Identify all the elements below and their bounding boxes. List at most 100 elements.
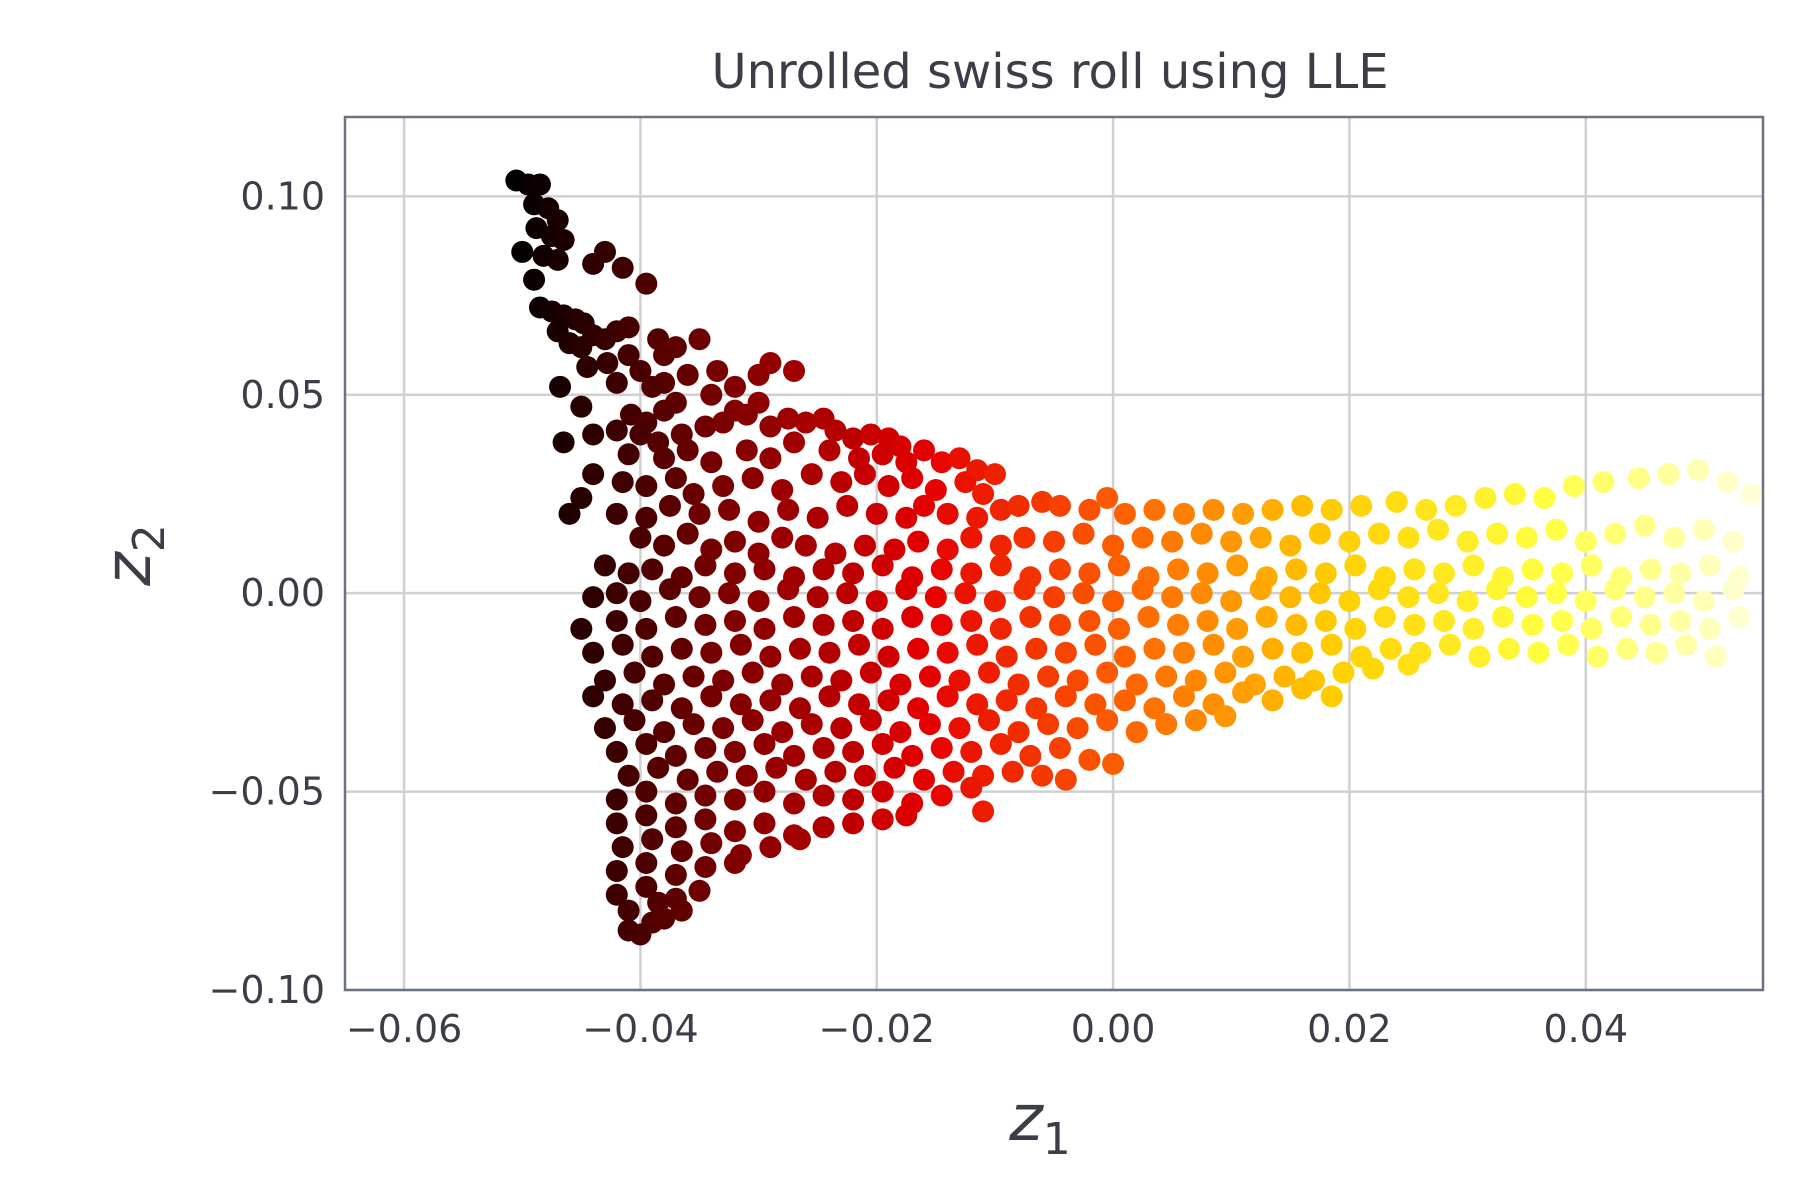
scatter-point [635,272,658,295]
scatter-point [907,530,930,553]
scatter-point [759,352,782,375]
scatter-point [1220,530,1243,553]
scatter-point [1084,633,1107,656]
scatter-point [1486,578,1509,601]
scatter-point [605,419,628,442]
scatter-point [913,439,936,462]
scatter-point [1131,526,1154,549]
scatter-point [1214,661,1237,684]
scatter-point [907,637,930,660]
scatter-point [670,637,693,660]
scatter-point [788,697,811,720]
scatter-point [830,669,853,692]
scatter-point [688,586,711,609]
scatter-point [1663,582,1686,605]
scatter-point [641,689,664,712]
scatter-point [1167,558,1190,581]
scatter-point [1397,653,1420,676]
scatter-point [1403,613,1426,636]
scatter-point [895,578,918,601]
scatter-point [1279,586,1302,609]
scatter-point [1113,689,1136,712]
scatter-point [1184,669,1207,692]
scatter-point [930,784,953,807]
scatter-point [1367,578,1390,601]
scatter-point [1202,633,1225,656]
scatter-point [1645,641,1668,664]
scatter-points [505,169,1763,946]
scatter-point [1521,613,1544,636]
scatter-point [753,812,776,835]
scatter-point [611,693,634,716]
scatter-point [1261,689,1284,712]
x-tick-label: −0.06 [346,1007,462,1051]
scatter-point [1102,752,1125,775]
scatter-point [1096,661,1119,684]
scatter-point [1078,498,1101,521]
scatter-point [783,359,806,382]
scatter-point [605,812,628,835]
scatter-point [818,685,841,708]
scatter-point [741,709,764,732]
scatter-point [582,586,605,609]
scatter-point [812,816,835,839]
scatter-point [635,617,658,640]
scatter-point [1545,582,1568,605]
scatter-point [617,344,640,367]
scatter-point [812,736,835,759]
scatter-point [653,721,676,744]
scatter-point [989,554,1012,577]
scatter-point [694,808,717,831]
scatter-point [552,229,575,252]
scatter-point [871,732,894,755]
scatter-point [759,836,782,859]
y-tick-label: 0.10 [240,174,325,218]
scatter-point [1155,665,1178,688]
scatter-point [1669,562,1692,585]
scatter-point [688,879,711,902]
y-axis-label-sub: 2 [124,524,175,552]
scatter-point [859,423,882,446]
scatter-point [1574,530,1597,553]
x-axis-ticks: −0.06 −0.04 −0.02 0.00 0.02 0.04 [346,1007,1628,1051]
scatter-point [783,792,806,815]
scatter-point [511,240,534,263]
scatter-point [617,764,640,787]
scatter-point [771,526,794,549]
scatter-point [653,534,676,557]
scatter-point [800,463,823,486]
scatter-point [747,590,770,613]
scatter-point [818,439,841,462]
scatter-point [948,717,971,740]
scatter-point [1639,613,1662,636]
scatter-point [871,443,894,466]
scatter-point [759,415,782,438]
scatter-point [1687,459,1710,482]
scatter-point [676,768,699,791]
scatter-point [1308,522,1331,545]
scatter-point [759,689,782,712]
scatter-point [1190,582,1213,605]
scatter-point [549,375,572,398]
scatter-point [1291,641,1314,664]
scatter-point [653,673,676,696]
scatter-point [842,812,865,835]
scatter-point [960,740,983,763]
scatter-point [729,693,752,716]
scatter-point [783,744,806,767]
scatter-point [741,467,764,490]
scatter-point [871,617,894,640]
scatter-point [1037,665,1060,688]
scatter-point [1190,522,1213,545]
scatter-point [954,471,977,494]
scatter-point [1468,645,1491,668]
scatter-point [1226,617,1249,640]
scatter-point [983,590,1006,613]
scatter-point [605,883,628,906]
scatter-point [918,713,941,736]
scatter-point [700,685,723,708]
scatter-point [1698,554,1721,577]
scatter-point [629,590,652,613]
scatter-point [753,732,776,755]
scatter-point [723,562,746,585]
